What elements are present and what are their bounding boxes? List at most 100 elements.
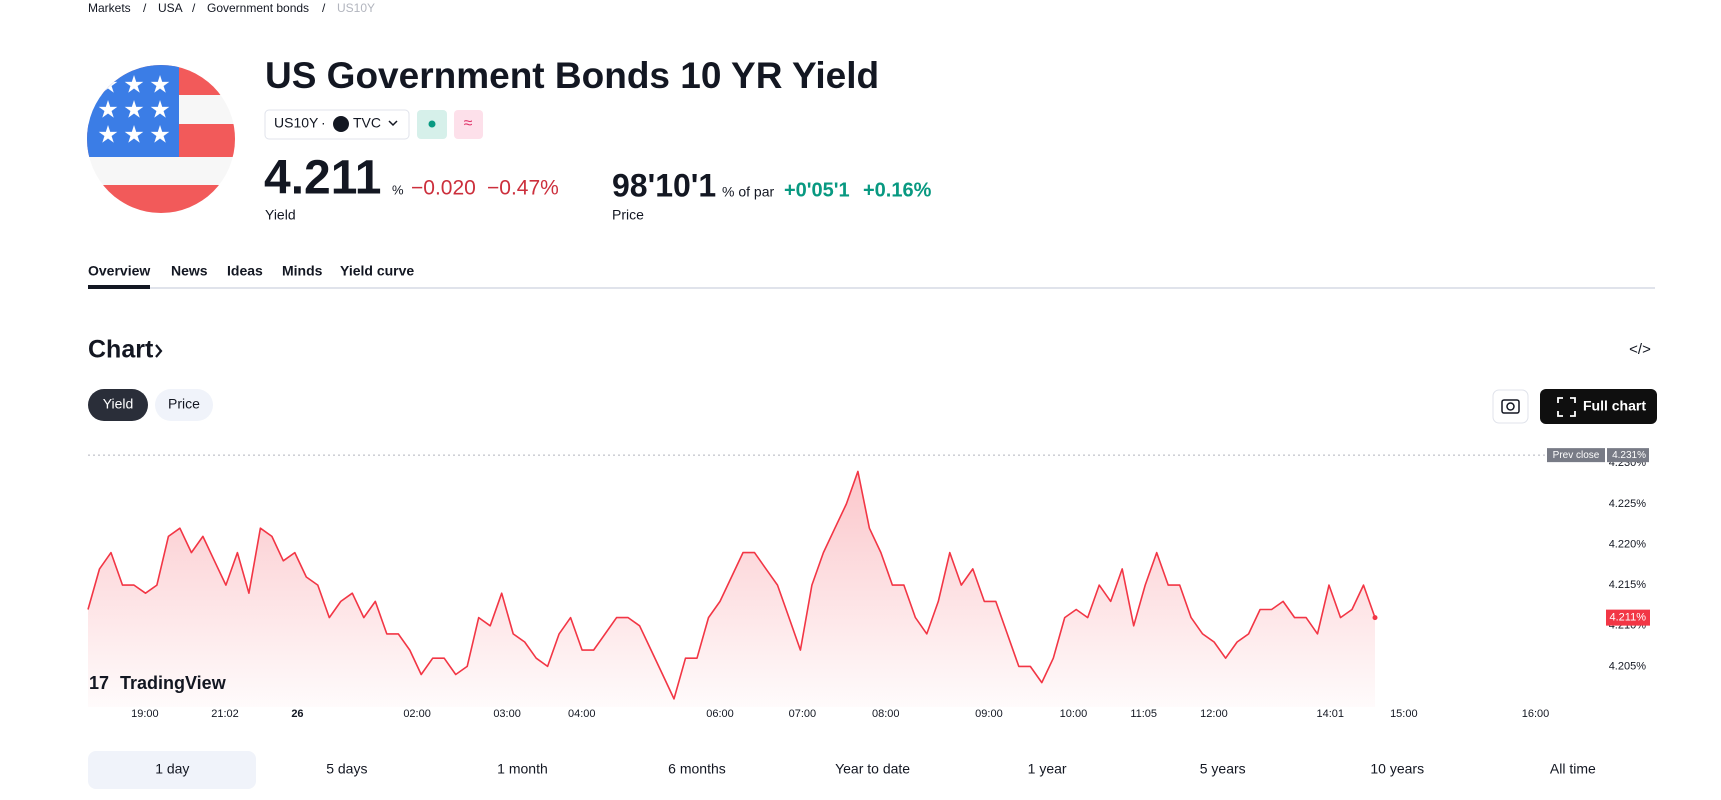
crumb-current: US10Y bbox=[337, 1, 375, 15]
svg-text:★: ★ bbox=[123, 71, 145, 98]
watermark: TradingView bbox=[120, 673, 227, 693]
prev-close-badge bbox=[1547, 448, 1605, 463]
area bbox=[88, 471, 1375, 707]
embed-icon[interactable]: </> bbox=[1629, 341, 1651, 358]
y-tick-label: 4.205% bbox=[1609, 660, 1647, 672]
x-tick-label: 11:05 bbox=[1130, 708, 1157, 720]
prev-close-name: Prev close bbox=[1553, 450, 1600, 461]
y-tick-label: 4.225% bbox=[1609, 498, 1647, 510]
x-tick-label: 19:00 bbox=[131, 708, 159, 720]
delay-icon: ≈ bbox=[464, 115, 473, 132]
svg-text:★: ★ bbox=[97, 96, 119, 123]
status-dot bbox=[428, 120, 436, 128]
chart: 4.205%4.210%4.215%4.220%4.225%4.230%19:0… bbox=[87, 448, 1650, 720]
x-tick-label: 12:00 bbox=[1200, 708, 1228, 720]
yield-change-pct: −0.47% bbox=[487, 177, 559, 200]
chevron bbox=[388, 120, 398, 127]
last-point bbox=[1372, 615, 1378, 621]
price-change: +0'05'1 bbox=[784, 179, 850, 201]
prev-close-label: 4.231% bbox=[1612, 450, 1646, 461]
range-button[interactable]: 1 day bbox=[155, 761, 189, 777]
full-chart-button[interactable] bbox=[1540, 389, 1657, 424]
crumb[interactable]: USA bbox=[158, 1, 183, 15]
tv-logo-mark: 17 bbox=[89, 673, 109, 693]
x-tick-label: 15:00 bbox=[1390, 708, 1418, 720]
svg-text:★: ★ bbox=[123, 96, 145, 123]
title: US Government Bonds 10 YR Yield bbox=[265, 55, 879, 96]
x-tick-label: 03:00 bbox=[493, 708, 521, 720]
x-tick-label: 08:00 bbox=[872, 708, 900, 720]
range-button[interactable]: 1 year bbox=[1028, 761, 1067, 777]
section-title[interactable]: Chart bbox=[88, 336, 154, 364]
tab[interactable]: Overview bbox=[88, 263, 150, 279]
flag: ★ ★ ★ ★ ★ ★ ★ ★ ★ bbox=[87, 65, 235, 213]
breadcrumb: Markets / USA / Government bonds / US10Y bbox=[88, 1, 375, 15]
crumb[interactable]: Markets bbox=[88, 1, 131, 15]
x-tick-label: 02:00 bbox=[403, 708, 431, 720]
camera-lens bbox=[1506, 402, 1515, 411]
price-change-pct: +0.16% bbox=[863, 179, 932, 201]
svg-text:★: ★ bbox=[123, 121, 145, 148]
range-button[interactable]: 10 years bbox=[1370, 761, 1424, 777]
crumb[interactable]: Government bonds bbox=[207, 1, 309, 15]
range-button[interactable]: 5 days bbox=[326, 761, 367, 777]
price-unit: % of par bbox=[722, 184, 774, 200]
toggle[interactable] bbox=[155, 389, 213, 421]
range-button[interactable]: Year to date bbox=[835, 761, 910, 777]
x-tick-label: 09:00 bbox=[975, 708, 1003, 720]
yield-value: 4.211 bbox=[264, 152, 381, 205]
prev-close-value-badge bbox=[1607, 448, 1649, 463]
yield-label: Yield bbox=[265, 207, 296, 223]
svg-text:★: ★ bbox=[149, 71, 171, 98]
section-chevron bbox=[155, 344, 163, 358]
fullscreen-icon bbox=[1557, 397, 1576, 417]
tab[interactable]: Ideas bbox=[227, 263, 263, 279]
dot: · bbox=[321, 115, 326, 131]
x-tick-label: 06:00 bbox=[706, 708, 734, 720]
yield-change: −0.020 bbox=[411, 177, 476, 200]
exchange-logo bbox=[333, 116, 349, 132]
tab[interactable]: News bbox=[171, 263, 208, 279]
camera-icon bbox=[1501, 399, 1520, 414]
svg-text:★: ★ bbox=[149, 121, 171, 148]
x-tick-label: 26 bbox=[291, 708, 303, 720]
toggle-label: Price bbox=[168, 396, 200, 412]
range-button[interactable]: All time bbox=[1550, 761, 1596, 777]
range-bar: 1 day 5 days 1 month 6 months Year to date 1 … bbox=[88, 751, 1596, 789]
full-chart-label: Full chart bbox=[1583, 398, 1646, 414]
x-tick-label: 16:00 bbox=[1522, 708, 1550, 720]
last-value-label: 4.211% bbox=[1610, 612, 1647, 624]
y-tick-label: 4.220% bbox=[1609, 538, 1647, 550]
x-tick-label: 21:02 bbox=[211, 708, 239, 720]
y-tick-label: 4.215% bbox=[1609, 579, 1647, 591]
range-selected bbox=[88, 751, 256, 789]
tab[interactable]: Yield curve bbox=[340, 263, 414, 279]
separator: / bbox=[143, 1, 147, 15]
x-tick-label: 10:00 bbox=[1060, 708, 1088, 720]
toggle-label: Yield bbox=[103, 396, 134, 412]
price-label: Price bbox=[612, 207, 644, 223]
separator: / bbox=[192, 1, 196, 15]
price-value: 98'10'1 bbox=[612, 167, 716, 203]
separator: / bbox=[322, 1, 326, 15]
symbol: US10Y bbox=[274, 115, 319, 131]
x-tick-label: 14:01 bbox=[1317, 708, 1345, 720]
delay-chip[interactable] bbox=[454, 110, 483, 139]
svg-text:★: ★ bbox=[97, 121, 119, 148]
svg-text:★: ★ bbox=[149, 96, 171, 123]
line bbox=[87, 470, 1376, 700]
range-button[interactable]: 5 years bbox=[1200, 761, 1246, 777]
x-tick-label: 07:00 bbox=[789, 708, 817, 720]
snapshot-button[interactable] bbox=[1492, 389, 1529, 424]
tab-underline bbox=[88, 285, 150, 289]
yield-unit: % bbox=[392, 182, 404, 197]
svg-text:★: ★ bbox=[97, 71, 119, 98]
tab[interactable]: Minds bbox=[282, 263, 323, 279]
x-tick-label: 04:00 bbox=[568, 708, 596, 720]
last-value-badge bbox=[1606, 609, 1650, 626]
range-button[interactable]: 6 months bbox=[668, 761, 726, 777]
exchange: TVC bbox=[353, 115, 381, 131]
range-button[interactable]: 1 month bbox=[497, 761, 548, 777]
toggle-active[interactable] bbox=[88, 389, 148, 421]
